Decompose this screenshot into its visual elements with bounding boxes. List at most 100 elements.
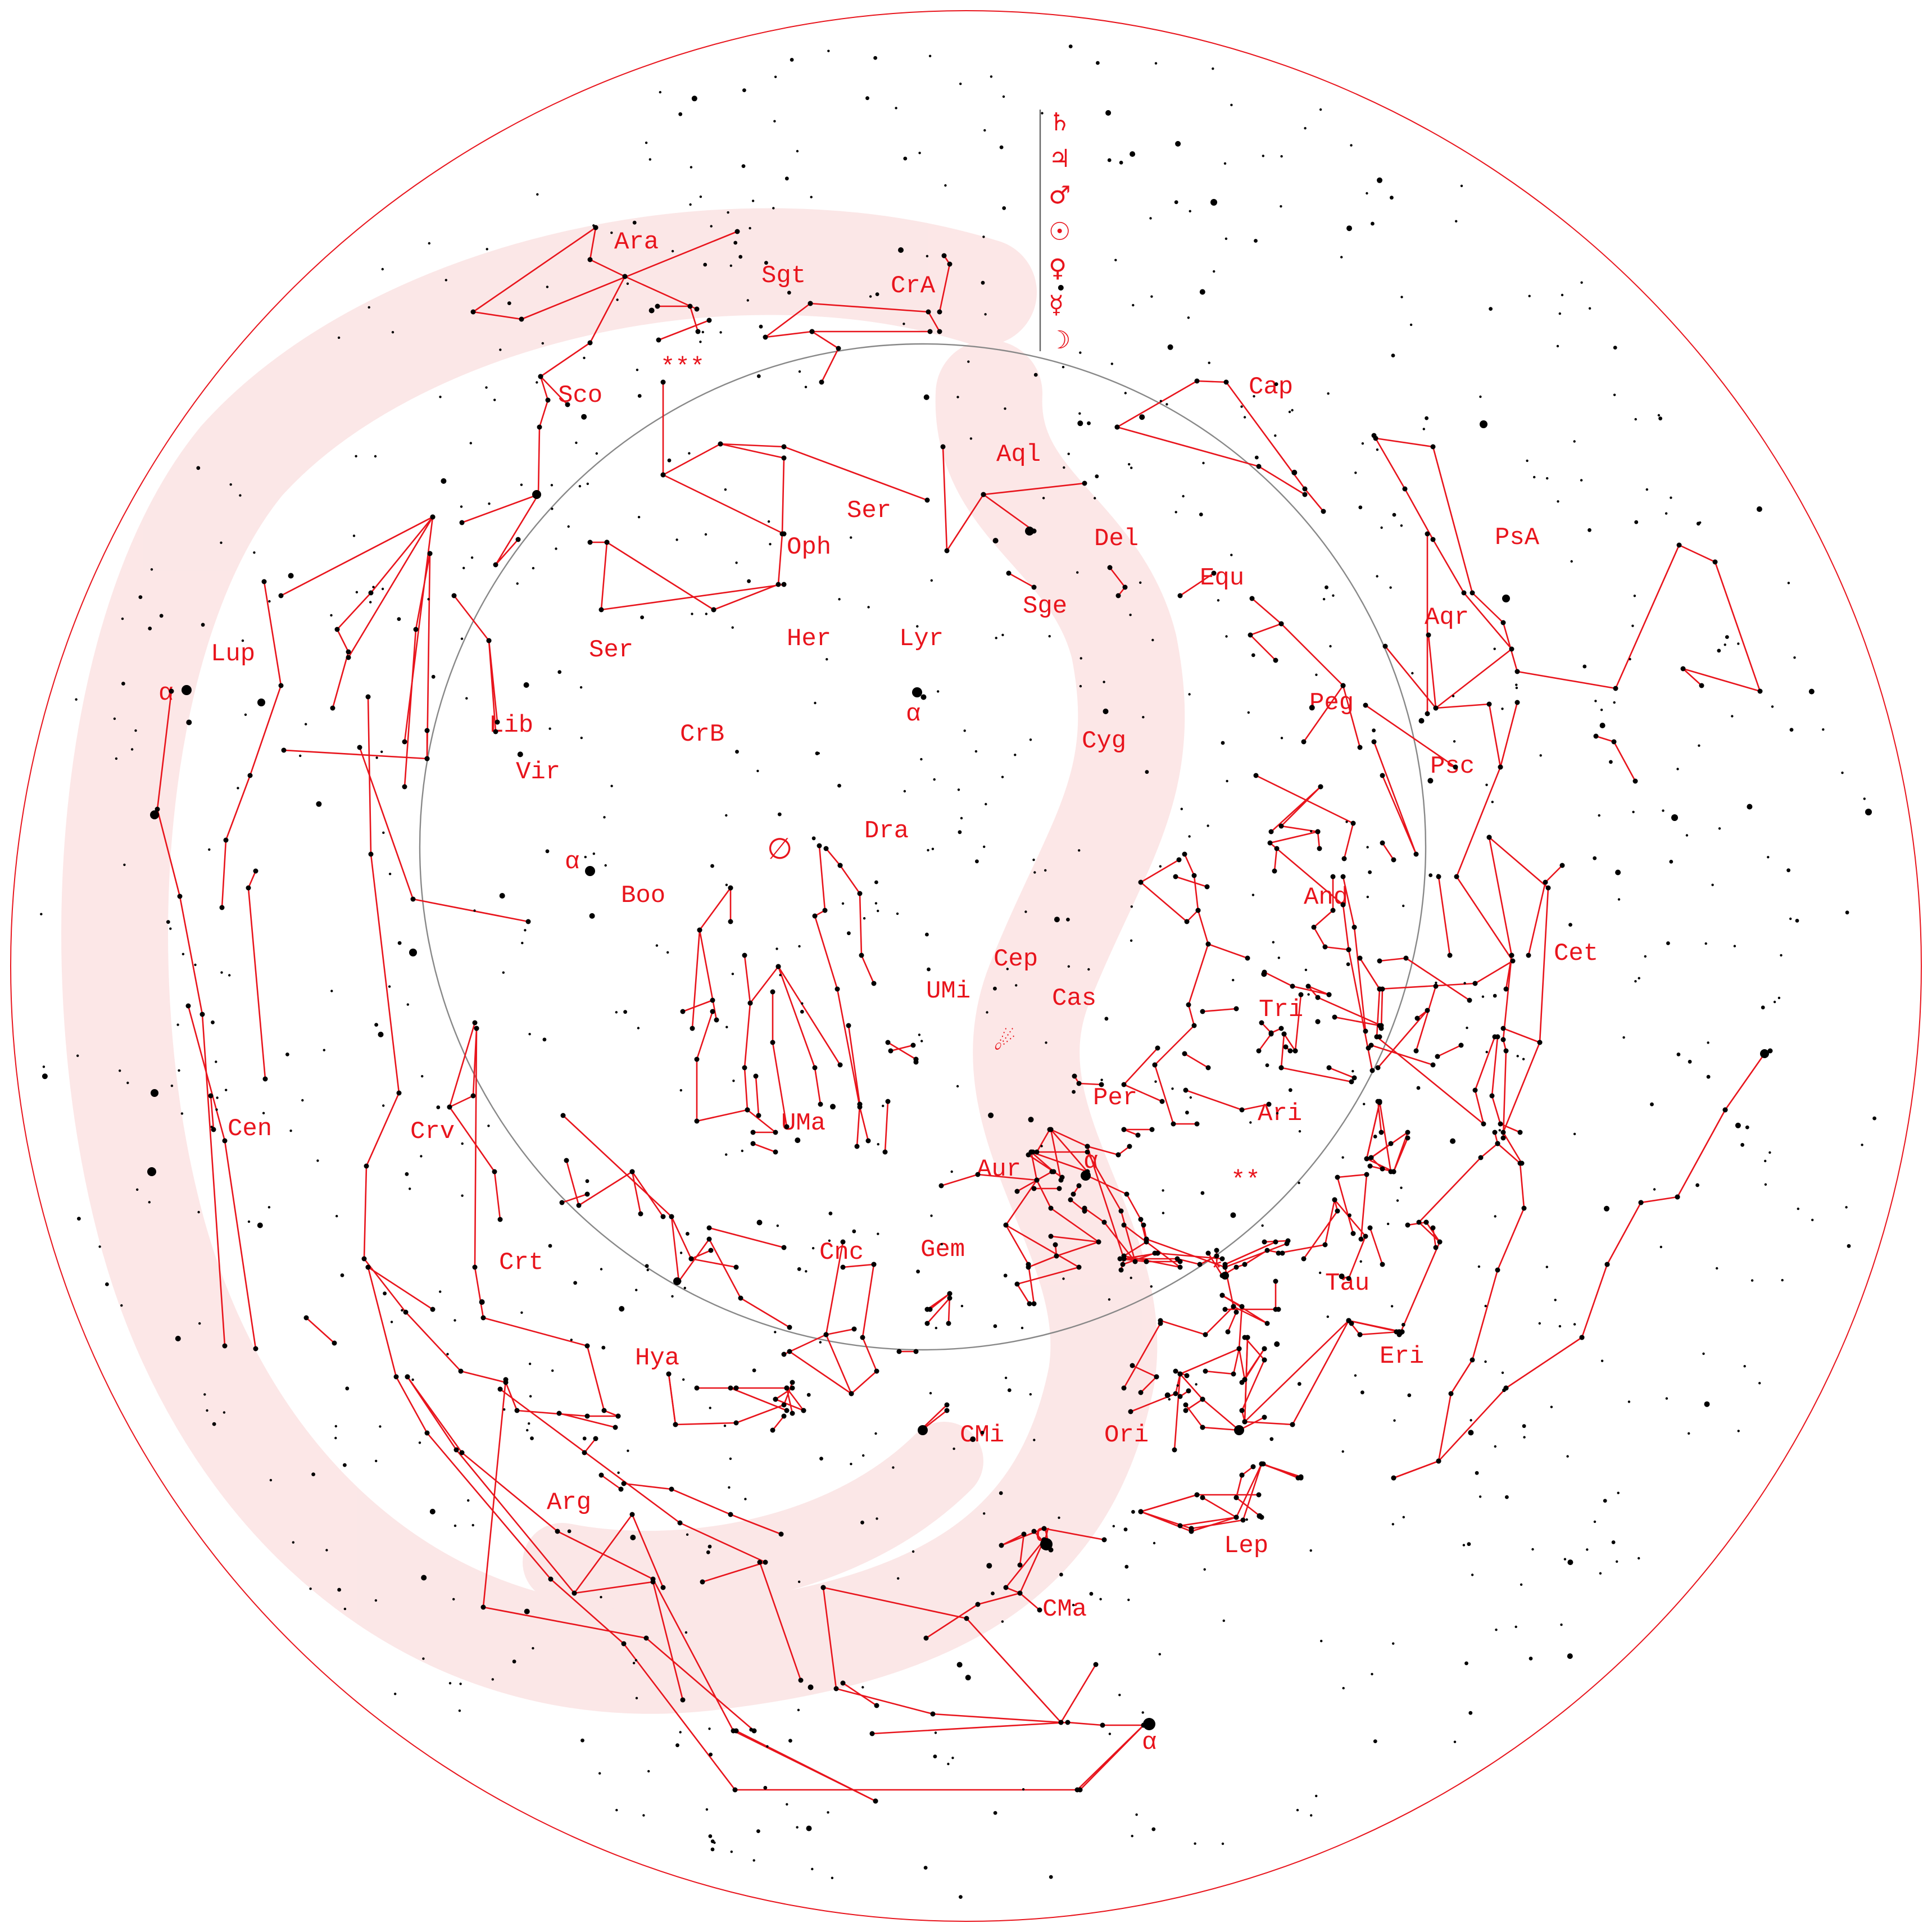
constellation-star [840, 1264, 846, 1270]
background-star [1132, 303, 1135, 307]
constellation-star [1205, 1065, 1211, 1071]
background-star [691, 613, 693, 615]
background-star [1288, 1088, 1292, 1092]
background-star [431, 674, 436, 679]
background-star [710, 1847, 715, 1852]
constellation-star [1430, 1062, 1436, 1068]
background-star [1411, 672, 1414, 675]
background-star [1466, 1026, 1468, 1030]
background-star [1131, 1835, 1133, 1838]
constellation-star [247, 773, 253, 778]
constellation-star [1173, 1391, 1178, 1396]
label-cap: Cap [1249, 373, 1293, 401]
background-star [138, 595, 143, 599]
background-star [1737, 1430, 1740, 1432]
background-star [1310, 1814, 1313, 1817]
background-star [1698, 744, 1700, 747]
constellation-star [1340, 874, 1346, 879]
constellation-star [787, 1325, 792, 1330]
background-star [1076, 571, 1079, 574]
background-star [705, 1808, 709, 1811]
background-star [959, 1895, 963, 1899]
bright-star-lup-2 [257, 699, 265, 706]
constellation-star [1058, 1177, 1064, 1183]
background-star [1516, 1055, 1519, 1058]
constellation-star [1478, 1155, 1484, 1160]
constellation-star [1262, 969, 1267, 975]
constellation-star [1453, 764, 1458, 770]
background-star [708, 1727, 711, 1730]
constellation-star [763, 334, 768, 340]
background-star [1573, 440, 1576, 443]
constellation-star [572, 1590, 577, 1596]
constellation-star [784, 1408, 790, 1413]
constellation-star [947, 261, 953, 267]
constellation-star [278, 683, 284, 688]
background-star [1288, 410, 1291, 414]
constellation-star [1219, 1273, 1225, 1278]
background-star [689, 203, 692, 206]
background-star [120, 1304, 123, 1307]
constellation-star [1305, 983, 1311, 989]
background-star [850, 536, 852, 539]
constellation-star [538, 374, 543, 379]
background-star [1498, 1129, 1501, 1132]
background-star [756, 1219, 763, 1226]
constellation-star [424, 1430, 430, 1436]
background-star [1634, 980, 1637, 983]
background-star [830, 1104, 836, 1110]
background-star [1130, 151, 1136, 157]
constellation-star [1447, 953, 1453, 958]
constellation-star [669, 1214, 674, 1219]
constellation-star [770, 1427, 775, 1433]
background-star [969, 437, 973, 440]
background-star [1396, 1199, 1399, 1202]
constellation-star [1349, 1079, 1354, 1085]
constellation-star [784, 1385, 790, 1391]
label-cma: CMa [1042, 1595, 1087, 1623]
constellation-star [459, 520, 465, 525]
constellation-star [1127, 1144, 1132, 1149]
background-star [1103, 708, 1109, 714]
background-star [1243, 416, 1246, 419]
background-star [1185, 1110, 1189, 1115]
background-star [1539, 754, 1542, 757]
background-star [1380, 526, 1383, 529]
background-star [1024, 910, 1027, 913]
constellation-star [1315, 829, 1321, 835]
constellation-star [882, 1149, 888, 1155]
constellation-star [1259, 1020, 1264, 1026]
background-star [974, 750, 978, 753]
constellation-star [1330, 908, 1336, 913]
constellation-star [1373, 436, 1378, 441]
background-star [1558, 312, 1561, 315]
background-star [1188, 693, 1191, 696]
constellation-star [1322, 1242, 1328, 1248]
background-star [1240, 405, 1243, 408]
constellation-star [770, 989, 775, 995]
label-del: Del [1094, 525, 1139, 553]
constellation-star [1405, 1130, 1411, 1135]
background-star [582, 1436, 587, 1441]
constellation-star [1152, 1062, 1158, 1068]
background-star [958, 830, 962, 835]
background-star [194, 963, 197, 967]
background-star [703, 262, 708, 267]
background-star [507, 301, 511, 305]
constellation-star [1380, 986, 1385, 992]
constellation-star [1093, 1662, 1099, 1667]
background-star [1393, 1419, 1396, 1422]
background-star [927, 967, 931, 972]
background-star [372, 586, 375, 588]
background-star [1100, 1078, 1103, 1081]
constellation-star [365, 1264, 371, 1270]
background-star [1613, 393, 1616, 396]
background-star [1627, 1400, 1631, 1403]
background-star [1291, 469, 1298, 475]
background-star [827, 49, 830, 52]
constellation-star [790, 1385, 795, 1391]
background-star [725, 1153, 728, 1156]
background-star [1130, 466, 1133, 469]
background-star [1221, 741, 1225, 745]
background-star [797, 1580, 801, 1583]
